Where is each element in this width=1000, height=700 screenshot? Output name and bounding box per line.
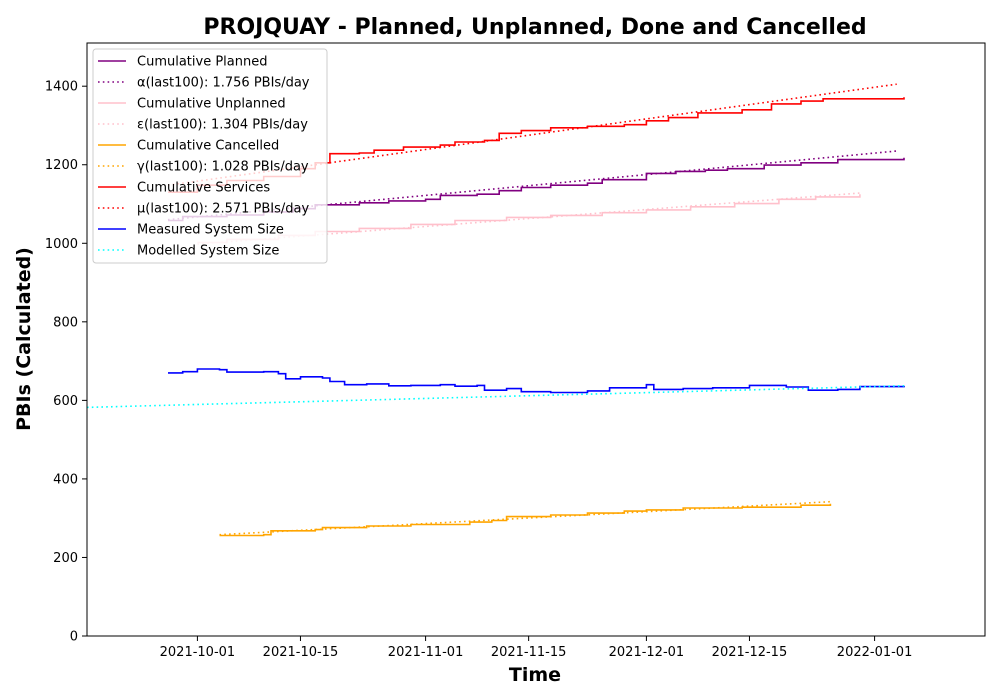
- legend-entry-cumulative-cancelled: Cumulative Cancelled: [137, 139, 279, 154]
- y-tick-label: 600: [53, 394, 78, 409]
- legend-entry-last100-1-756-pbis-day: α(last100): 1.756 PBIs/day: [137, 76, 310, 91]
- x-tick-label: 2021-12-15: [712, 645, 788, 660]
- x-tick-label: 2021-10-15: [263, 645, 339, 660]
- series-line-last100-1-756-pbis-day: [167, 150, 897, 221]
- x-tick-label: 2021-12-01: [609, 645, 685, 660]
- y-tick-label: 1400: [45, 80, 78, 95]
- y-tick-label: 200: [53, 551, 78, 566]
- x-tick-label: 2021-11-01: [388, 645, 464, 660]
- legend-entry-last100-1-304-pbis-day: ε(last100): 1.304 PBIs/day: [137, 118, 308, 133]
- y-tick-label: 0: [70, 630, 78, 645]
- series-line-measured-system-size: [168, 368, 905, 394]
- x-tick-label: 2021-11-15: [491, 645, 567, 660]
- series-line-cumulative-cancelled: [219, 503, 832, 537]
- y-axis: 0 200 400 600 800 1000 1200 1400: [45, 80, 87, 645]
- x-tick-label: 2021-10-01: [160, 645, 236, 660]
- y-tick-label: 800: [53, 315, 78, 330]
- legend-entry-last100-1-028-pbis-day: γ(last100): 1.028 PBIs/day: [137, 160, 309, 175]
- legend-entry-last100-2-571-pbis-day: μ(last100): 2.571 PBIs/day: [137, 202, 309, 217]
- chart-title: PROJQUAY - Planned, Unplanned, Done and …: [203, 15, 866, 40]
- legend-entry-measured-system-size: Measured System Size: [137, 223, 284, 238]
- legend-entry-cumulative-unplanned: Cumulative Unplanned: [137, 97, 286, 112]
- y-tick-label: 1000: [45, 237, 78, 252]
- y-tick-label: 1200: [45, 158, 78, 173]
- plot-frame: [86, 42, 986, 637]
- legend-box: [92, 48, 328, 264]
- series-line-last100-1-028-pbis-day: [219, 500, 831, 536]
- x-tick-label: 2022-01-01: [837, 645, 913, 660]
- series-line-modelled-system-size: [86, 385, 905, 409]
- y-tick-label: 400: [53, 472, 78, 487]
- y-axis-label: PBIs (Calculated): [13, 247, 35, 431]
- legend: Cumulative Planned α(last100): 1.756 PBIs…: [92, 48, 328, 264]
- legend-entry-cumulative-planned: Cumulative Planned: [137, 55, 267, 70]
- legend-entry-cumulative-services: Cumulative Services: [137, 181, 270, 196]
- x-axis-label: Time: [509, 664, 561, 686]
- legend-entry-modelled-system-size: Modelled System Size: [137, 244, 279, 259]
- x-axis: 2021-10-01 2021-10-15 2021-11-01 2021-11-15…: [160, 636, 913, 660]
